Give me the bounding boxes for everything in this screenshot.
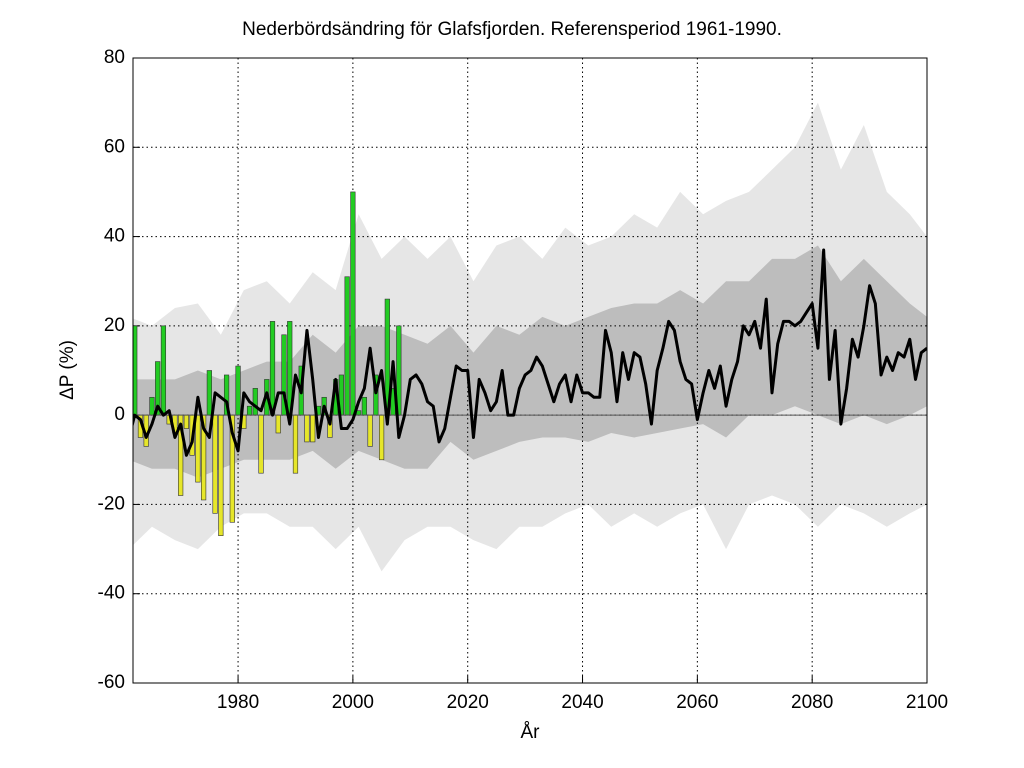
bar: [160, 325, 167, 416]
bar: [344, 276, 350, 416]
y-tick-label: 0: [114, 404, 125, 425]
median-line: [133, 248, 927, 457]
bar: [183, 414, 189, 429]
x-tick-label: 2000: [332, 692, 374, 713]
bar: [367, 414, 373, 447]
bar: [212, 414, 218, 514]
bar: [304, 414, 310, 443]
bar: [149, 396, 155, 416]
bar: [310, 414, 316, 443]
bar: [275, 414, 281, 434]
x-tick-label: 2020: [447, 692, 489, 713]
bar: [195, 414, 201, 483]
y-tick-label: 60: [104, 136, 125, 157]
bar: [378, 414, 385, 461]
y-tick-label: 80: [104, 47, 125, 68]
bar: [206, 370, 212, 416]
bar: [235, 365, 241, 416]
x-tick-label: 2100: [906, 692, 948, 713]
x-tick-label: 1980: [217, 692, 259, 713]
bar: [350, 191, 356, 416]
x-axis-label: År: [521, 722, 541, 743]
bar: [258, 414, 264, 474]
x-tick-label: 2040: [561, 692, 603, 713]
x-tick-label: 2060: [676, 692, 718, 713]
bar: [246, 405, 253, 416]
bar: [361, 396, 367, 416]
y-tick-label: -20: [98, 493, 125, 514]
y-axis-label: ΔP (%): [57, 340, 78, 400]
plot-frame: [132, 57, 928, 684]
y-tick-label: 40: [104, 226, 125, 247]
bar: [269, 321, 276, 416]
bar: [218, 414, 224, 536]
x-tick-label: 2080: [791, 692, 833, 713]
chart-title: Nederbördsändring för Glafsfjorden. Refe…: [242, 19, 782, 40]
y-tick-label: 20: [104, 315, 125, 336]
y-tick-label: -40: [98, 583, 125, 604]
bar: [252, 388, 258, 416]
y-tick-label: -60: [98, 672, 125, 693]
bar: [292, 414, 299, 474]
